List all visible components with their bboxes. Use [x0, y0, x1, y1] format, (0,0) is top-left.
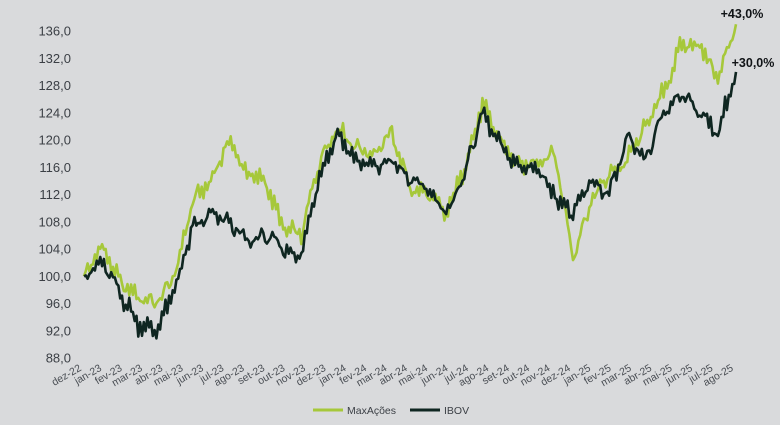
y-tick-label: 96,0: [46, 296, 71, 311]
y-tick-label: 104,0: [38, 242, 71, 257]
y-tick-label: 128,0: [38, 78, 71, 93]
series-lines: [82, 23, 738, 340]
end-label-ibov: +30,0%: [732, 56, 775, 70]
y-tick-label: 116,0: [39, 160, 71, 175]
y-tick-label: 120,0: [38, 133, 71, 148]
legend-label-maxacoes: MaxAções: [347, 405, 396, 417]
y-tick-label: 112,0: [39, 187, 71, 202]
series-line-ibov: [83, 71, 738, 340]
x-axis: dez-22jan-23fev-23mar-23abr-23mai-23jun-…: [50, 362, 736, 389]
series-line-maxacoes: [82, 23, 738, 309]
y-tick-label: 136,0: [38, 24, 71, 39]
y-tick-label: 132,0: [38, 51, 71, 66]
y-tick-label: 92,0: [46, 323, 71, 338]
y-tick-label: 124,0: [38, 105, 71, 120]
end-labels: +43,0% +30,0%: [721, 7, 775, 70]
y-axis: 88,0 92,0 96,0 100,0 104,0 108,0 112,0 116,0 120…: [38, 24, 71, 366]
legend-label-ibov: IBOV: [444, 405, 469, 417]
y-tick-label: 108,0: [38, 214, 71, 229]
legend: MaxAções IBOV: [313, 405, 469, 417]
y-tick-label: 100,0: [38, 269, 71, 284]
end-label-maxacoes: +43,0%: [721, 7, 764, 21]
y-tick-label: 88,0: [46, 351, 71, 366]
